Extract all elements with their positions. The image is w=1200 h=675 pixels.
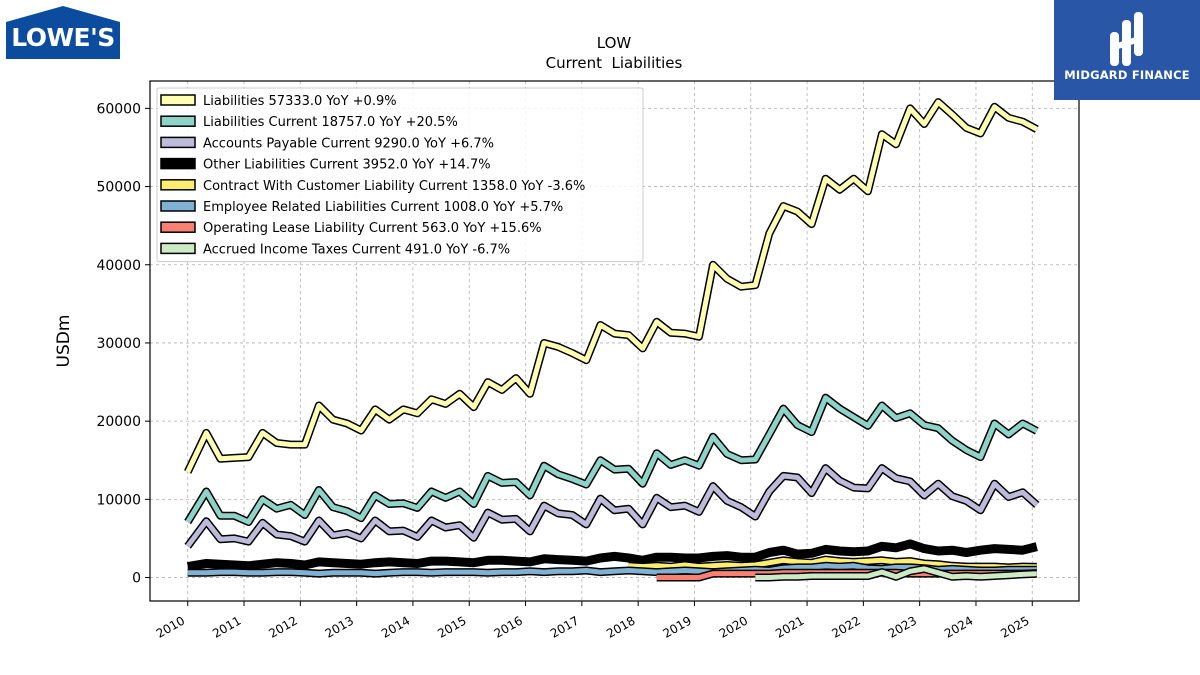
legend-label: Accounts Payable Current 9290.0 YoY +6.7… [203, 136, 494, 151]
legend-label: Employee Related Liabilities Current 100… [203, 200, 563, 215]
y-tick-label: 20000 [96, 414, 141, 430]
chart-title: LOW [597, 34, 632, 52]
series-line-accounts-payable-current [185, 465, 1039, 548]
series-line-other-liabilities-current [186, 539, 1038, 572]
legend-swatch [160, 179, 196, 191]
x-tick-label: 2025 [998, 613, 1031, 640]
y-tick-label: 40000 [96, 258, 141, 274]
x-tick-label: 2016 [492, 613, 525, 640]
legend-swatch [160, 115, 196, 127]
legend-swatch [160, 157, 196, 170]
x-tick-label: 2011 [210, 613, 243, 640]
midgard-mark-icon [1110, 12, 1143, 66]
plot-frame [149, 80, 1080, 602]
y-tick-label: 0 [132, 571, 141, 587]
series-line-employee-related-liabilities-current [187, 563, 1037, 577]
legend-swatch [160, 221, 196, 233]
x-tick-label: 2018 [604, 613, 637, 640]
legend-label: Accrued Income Taxes Current 491.0 YoY -… [203, 242, 510, 257]
x-tick-label: 2012 [266, 613, 299, 640]
x-tick-label: 2013 [323, 613, 356, 640]
x-tick-label: 2024 [942, 613, 975, 640]
chart-subtitle: Current Liabilities [546, 54, 683, 72]
x-tick-label: 2021 [773, 613, 806, 640]
series-lines [184, 98, 1040, 582]
legend-swatch [160, 242, 196, 255]
legend-swatch [160, 94, 196, 106]
x-tick-label: 2022 [829, 613, 862, 640]
legend-label: Liabilities Current 18757.0 YoY +20.5% [203, 115, 458, 130]
y-axis-label: USDm [54, 315, 74, 368]
x-tick-label: 2014 [379, 613, 412, 640]
midgard-finance-text: MIDGARD FINANCE [1064, 68, 1190, 82]
lowes-logo-text: LOWE'S [11, 23, 115, 52]
y-tick-label: 10000 [96, 492, 141, 508]
legend-label: Contract With Customer Liability Current… [203, 179, 585, 194]
lowes-logo: LOWE'S [6, 6, 120, 59]
series-line-liabilities [185, 99, 1038, 474]
x-tick-label: 2017 [548, 613, 581, 640]
x-tick-label: 2019 [660, 613, 693, 640]
lowes-logo-shape [6, 6, 120, 59]
legend-label: Other Liabilities Current 3952.0 YoY +14… [203, 158, 491, 173]
y-tick-label: 50000 [96, 180, 141, 196]
legend-label: Liabilities 57333.0 YoY +0.9% [203, 94, 397, 109]
midgard-finance-logo: MIDGARD FINANCE [1054, 0, 1200, 100]
legend-box [156, 87, 644, 263]
y-tick-label: 60000 [96, 101, 141, 117]
legend-swatch [160, 200, 196, 212]
y-tick-label: 30000 [96, 336, 141, 352]
legend-swatch [160, 136, 196, 149]
legend: Liabilities 57333.0 YoY +0.9% Liabilities… [156, 87, 644, 263]
x-tick-label: 2010 [154, 613, 187, 640]
x-tick-label: 2015 [435, 613, 468, 640]
x-tick-label: 2020 [717, 613, 750, 640]
series-line-liabilities-current [185, 395, 1038, 525]
x-tick-label: 2023 [886, 613, 919, 640]
series-line-accrued-income-taxes-current [755, 566, 1037, 580]
legend-label: Operating Lease Liability Current 563.0 … [203, 221, 542, 236]
